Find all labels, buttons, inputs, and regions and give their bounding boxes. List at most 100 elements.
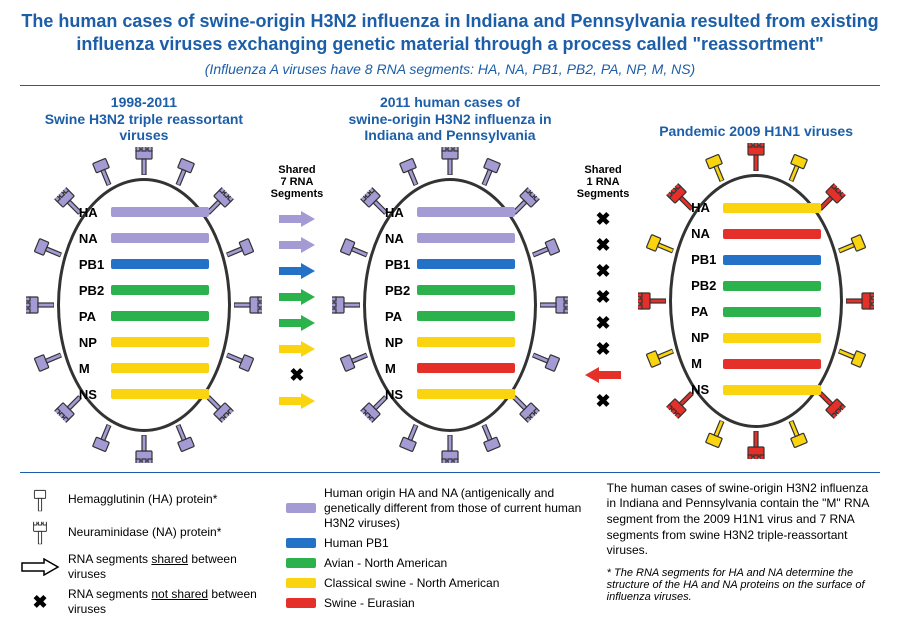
ha-spike-icon bbox=[835, 231, 869, 260]
ha-spike-icon bbox=[475, 421, 504, 455]
segment-row: NP bbox=[691, 328, 821, 348]
na-spike-icon bbox=[540, 295, 568, 315]
segment-label: M bbox=[385, 361, 417, 376]
color-swatch bbox=[286, 578, 316, 588]
na-spike-icon bbox=[440, 435, 460, 463]
segment-label: HA bbox=[385, 205, 417, 220]
na-spike-icon bbox=[440, 147, 460, 175]
ha-spike-icon bbox=[643, 341, 677, 370]
segment-row: NA bbox=[385, 228, 515, 248]
legend-text: Human PB1 bbox=[324, 536, 389, 551]
segment-bar bbox=[723, 333, 821, 343]
segment-row: PA bbox=[79, 306, 209, 326]
segment-row: NS bbox=[385, 384, 515, 404]
x-icon: ✖ bbox=[574, 336, 632, 362]
legend-text: Classical swine - North American bbox=[324, 576, 499, 591]
color-swatch bbox=[286, 558, 316, 568]
segment-row: NP bbox=[385, 332, 515, 352]
ha-spike-icon bbox=[702, 151, 731, 185]
x-icon: ✖ bbox=[574, 310, 632, 336]
legend-row: Human PB1 bbox=[286, 536, 587, 551]
segment-label: PB1 bbox=[385, 257, 417, 272]
ha-spike-icon bbox=[396, 421, 425, 455]
legend-text: Swine - Eurasian bbox=[324, 596, 415, 611]
virus-title: Pandemic 2009 H1N1 viruses bbox=[632, 94, 880, 140]
ha-spike-icon bbox=[31, 235, 65, 264]
segment-bar bbox=[723, 281, 821, 291]
ha-spike-icon bbox=[396, 155, 425, 189]
na-spike-icon bbox=[746, 431, 766, 459]
legend-row: Human origin HA and NA (antigenically an… bbox=[286, 486, 587, 531]
na-spike-icon bbox=[134, 147, 154, 175]
na-spike-icon bbox=[332, 295, 360, 315]
ha-spike-icon bbox=[529, 346, 563, 375]
ha-spike-icon bbox=[223, 346, 257, 375]
segment-row: M bbox=[385, 358, 515, 378]
segment-bar bbox=[417, 311, 515, 321]
na-spike-icon bbox=[746, 143, 766, 171]
segment-row: PA bbox=[691, 302, 821, 322]
legend-row: Classical swine - North American bbox=[286, 576, 587, 591]
subtitle: (Influenza A viruses have 8 RNA segments… bbox=[20, 61, 880, 77]
segment-label: NS bbox=[79, 387, 111, 402]
legend-text: Human origin HA and NA (antigenically an… bbox=[324, 486, 587, 531]
segment-bar bbox=[111, 285, 209, 295]
segment-bar bbox=[723, 359, 821, 369]
ha-spike-icon bbox=[781, 417, 810, 451]
segment-bar bbox=[111, 337, 209, 347]
segment-label: NA bbox=[79, 231, 111, 246]
x-icon: ✖ bbox=[574, 206, 632, 232]
segment-label: PB1 bbox=[691, 252, 723, 267]
segment-bar bbox=[417, 363, 515, 373]
na-icon bbox=[24, 522, 56, 544]
legend-row: ✖RNA segments not shared between viruses bbox=[20, 587, 266, 617]
segment-label: NP bbox=[385, 335, 417, 350]
na-spike-icon bbox=[846, 291, 874, 311]
segment-label: M bbox=[79, 361, 111, 376]
ha-spike-icon bbox=[89, 421, 118, 455]
segment-label: NS bbox=[385, 387, 417, 402]
x-icon: ✖ bbox=[574, 232, 632, 258]
ha-spike-icon bbox=[643, 231, 677, 260]
between-heading: Shared7 RNASegments bbox=[268, 164, 326, 200]
segment-bar bbox=[111, 233, 209, 243]
na-spike-icon bbox=[26, 295, 54, 315]
segment-label: NP bbox=[79, 335, 111, 350]
segment-bar bbox=[111, 389, 209, 399]
segment-row: PB1 bbox=[385, 254, 515, 274]
legend: Hemagglutinin (HA) protein* Neuraminidas… bbox=[20, 481, 880, 622]
segment-label: PB2 bbox=[385, 283, 417, 298]
virus-title: 2011 human cases ofswine-origin H3N2 inf… bbox=[326, 94, 574, 144]
segment-bar bbox=[417, 389, 515, 399]
ha-spike-icon bbox=[337, 346, 371, 375]
segment-row: PB2 bbox=[79, 280, 209, 300]
segment-bar bbox=[111, 363, 209, 373]
segment-label: PB2 bbox=[79, 283, 111, 298]
segment-row: M bbox=[691, 354, 821, 374]
segment-bar bbox=[417, 337, 515, 347]
segment-label: PB2 bbox=[691, 278, 723, 293]
segment-bar bbox=[417, 259, 515, 269]
color-swatch bbox=[286, 598, 316, 608]
segment-bar bbox=[417, 285, 515, 295]
ha-spike-icon bbox=[781, 151, 810, 185]
segment-bar bbox=[111, 207, 209, 217]
segment-row: NA bbox=[79, 228, 209, 248]
arrow-icon bbox=[268, 232, 326, 258]
ha-icon bbox=[24, 489, 56, 511]
ha-spike-icon bbox=[702, 417, 731, 451]
legend-row: Swine - Eurasian bbox=[286, 596, 587, 611]
legend-description: The human cases of swine-origin H3N2 inf… bbox=[607, 481, 880, 559]
segment-row: M bbox=[79, 358, 209, 378]
ha-spike-icon bbox=[475, 155, 504, 189]
ha-spike-icon bbox=[337, 235, 371, 264]
legend-text: Hemagglutinin (HA) protein* bbox=[68, 492, 217, 507]
segment-label: NP bbox=[691, 330, 723, 345]
segment-label: PA bbox=[79, 309, 111, 324]
x-icon: ✖ bbox=[20, 591, 60, 614]
segment-bar bbox=[723, 307, 821, 317]
na-spike-icon bbox=[134, 435, 154, 463]
arrow-icon bbox=[268, 310, 326, 336]
virus-diagram: HANAPB1PB2PANPMNS bbox=[29, 150, 259, 460]
arrow-icon bbox=[574, 362, 632, 388]
